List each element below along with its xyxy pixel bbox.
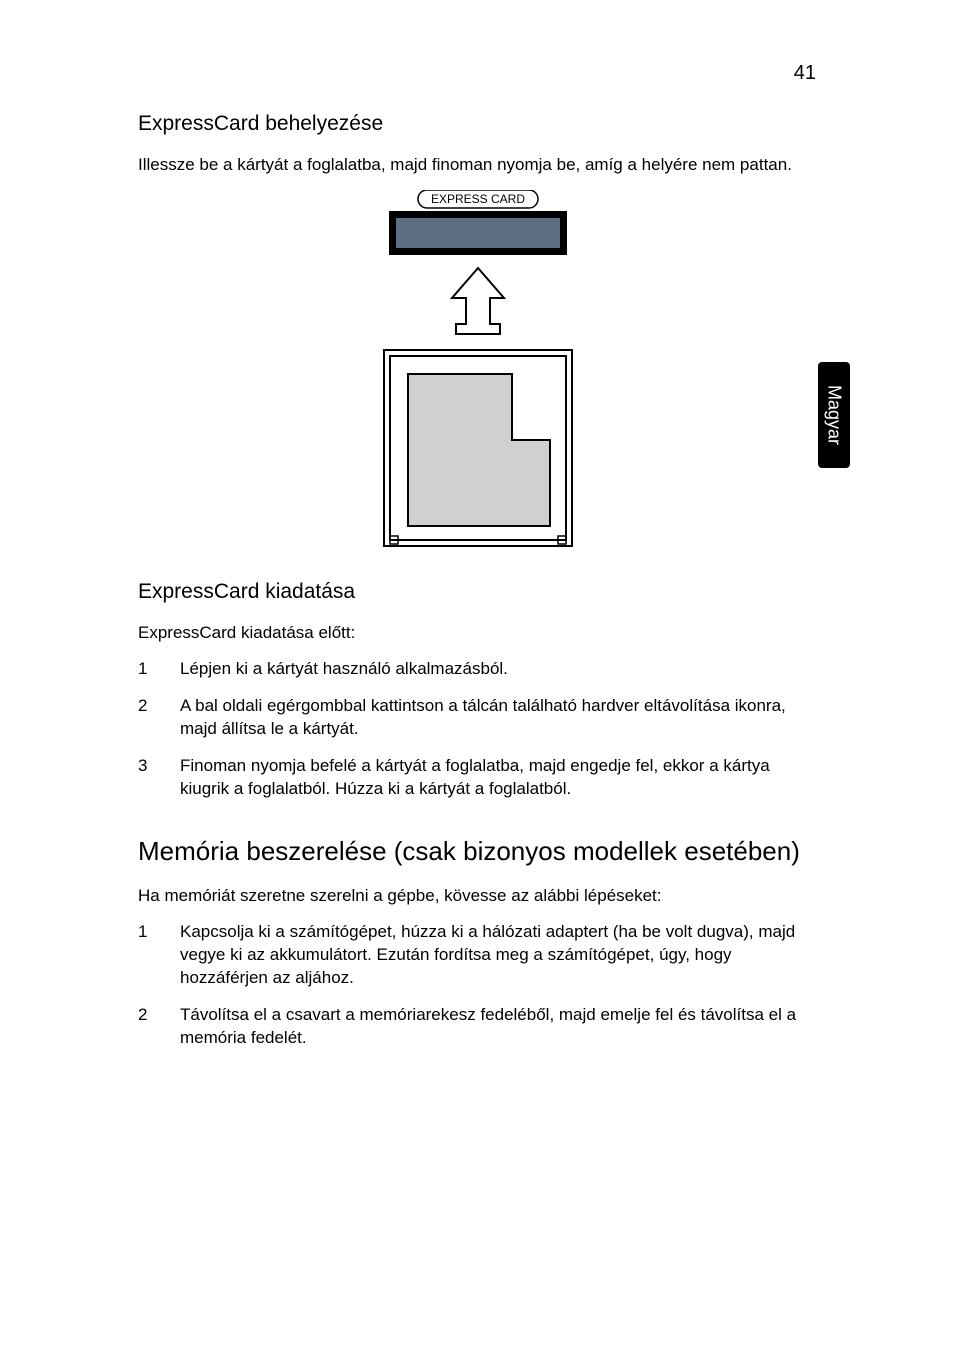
expresscard-eject-intro: ExpressCard kiadatása előtt: — [138, 622, 818, 644]
memory-install-heading: Memória beszerelése (csak bizonyos model… — [138, 835, 818, 868]
expresscard-insert-body: Illessze be a kártyát a foglalatba, majd… — [138, 154, 818, 176]
page-content: ExpressCard behelyezése Illessze be a ká… — [138, 112, 818, 1064]
page-number: 41 — [794, 62, 816, 85]
language-sidetab: Magyar — [818, 362, 850, 468]
expresscard-eject-heading: ExpressCard kiadatása — [138, 580, 818, 604]
expresscard-diagram: EXPRESS CARD — [362, 190, 594, 550]
expresscard-eject-steps: Lépjen ki a kártyát használó alkalmazásb… — [138, 658, 818, 801]
list-item: Finoman nyomja befelé a kártyát a foglal… — [138, 755, 818, 801]
list-item: Távolítsa el a csavart a memóriarekesz f… — [138, 1004, 818, 1050]
list-item: Lépjen ki a kártyát használó alkalmazásb… — [138, 658, 818, 681]
list-item: Kapcsolja ki a számítógépet, húzza ki a … — [138, 921, 818, 990]
express-card-label: EXPRESS CARD — [431, 192, 525, 206]
expresscard-insert-heading: ExpressCard behelyezése — [138, 112, 818, 136]
memory-install-intro: Ha memóriát szeretne szerelni a gépbe, k… — [138, 885, 818, 907]
list-item: A bal oldali egérgombbal kattintson a tá… — [138, 695, 818, 741]
memory-install-steps: Kapcsolja ki a számítógépet, húzza ki a … — [138, 921, 818, 1050]
